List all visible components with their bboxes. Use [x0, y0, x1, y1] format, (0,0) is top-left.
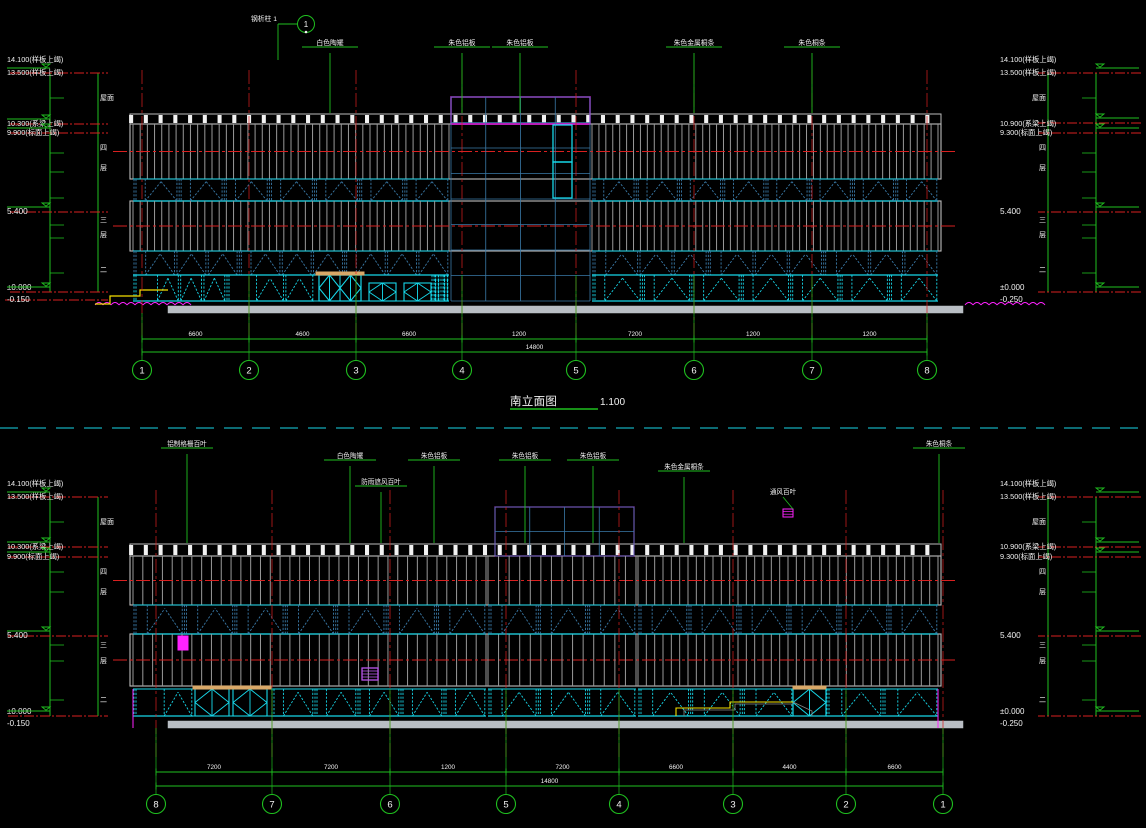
svg-text:三: 三	[1039, 216, 1046, 224]
svg-text:13.500(样板上竭): 13.500(样板上竭)	[7, 68, 63, 77]
svg-text:13.500(样板上竭): 13.500(样板上竭)	[1000, 68, 1056, 77]
svg-text:14.100(样板上竭): 14.100(样板上竭)	[7, 479, 63, 488]
svg-text:4600: 4600	[295, 331, 310, 338]
svg-text:三: 三	[1039, 641, 1046, 649]
svg-text:层: 层	[1039, 164, 1046, 172]
svg-text:5.400: 5.400	[1000, 206, 1021, 216]
svg-text:10.900(系梁上竭): 10.900(系梁上竭)	[1000, 542, 1056, 551]
svg-text:朱色铝板: 朱色铝板	[512, 451, 539, 460]
svg-text:5.400: 5.400	[1000, 630, 1021, 640]
svg-text:5: 5	[573, 365, 578, 376]
svg-text:9.900(标面上竭): 9.900(标面上竭)	[7, 128, 59, 137]
svg-text:二: 二	[1039, 267, 1046, 274]
svg-text:13.500(样板上竭): 13.500(样板上竭)	[1000, 492, 1056, 501]
svg-text:7200: 7200	[324, 764, 339, 771]
svg-text:14.100(样板上竭): 14.100(样板上竭)	[7, 55, 63, 64]
svg-text:10.300(系梁上竭): 10.300(系梁上竭)	[7, 119, 63, 128]
svg-text:8: 8	[153, 799, 158, 810]
svg-text:屋面: 屋面	[100, 518, 114, 526]
svg-text:7: 7	[269, 799, 274, 810]
svg-text:6: 6	[691, 365, 696, 376]
svg-text:6600: 6600	[887, 764, 902, 771]
svg-text:-0.150: -0.150	[7, 719, 30, 728]
svg-text:白色陶矲: 白色陶矲	[316, 38, 343, 47]
svg-text:层: 层	[100, 231, 107, 239]
svg-text:9.300(标面上竭): 9.300(标面上竭)	[1000, 128, 1052, 137]
svg-text:通风百叶: 通风百叶	[770, 487, 797, 496]
svg-text:防雨遮风百叶: 防雨遮风百叶	[361, 477, 401, 486]
svg-text:南立面图: 南立面图	[510, 394, 557, 408]
svg-text:14800: 14800	[526, 344, 544, 351]
svg-text:三: 三	[100, 641, 107, 649]
svg-text:-0.250: -0.250	[1000, 719, 1023, 728]
svg-text:6600: 6600	[669, 764, 684, 771]
svg-text:层: 层	[100, 588, 107, 596]
svg-text:2: 2	[843, 799, 848, 810]
svg-text:9.900(标面上竭): 9.900(标面上竭)	[7, 552, 59, 561]
svg-text:二: 二	[1039, 697, 1046, 704]
svg-text:朱色铝板: 朱色铝板	[506, 38, 533, 47]
svg-text:14.100(样板上竭): 14.100(样板上竭)	[1000, 55, 1056, 64]
svg-text:1200: 1200	[441, 764, 456, 771]
svg-text:7200: 7200	[207, 764, 222, 771]
svg-text:±0.000: ±0.000	[1000, 283, 1025, 292]
svg-text:四: 四	[1039, 568, 1046, 576]
svg-text:四: 四	[100, 144, 107, 152]
svg-text:层: 层	[100, 164, 107, 172]
svg-text:1: 1	[139, 365, 144, 376]
svg-text:二: 二	[100, 697, 107, 704]
svg-text:7: 7	[809, 365, 814, 376]
svg-text:屋面: 屋面	[1032, 518, 1046, 526]
svg-text:1200: 1200	[512, 331, 527, 338]
svg-text:朱色金属桐条: 朱色金属桐条	[664, 462, 704, 471]
svg-text:二: 二	[100, 267, 107, 274]
svg-text:朱色铝板: 朱色铝板	[448, 38, 475, 47]
svg-text:屋面: 屋面	[1032, 94, 1046, 102]
svg-text:-0.150: -0.150	[7, 295, 30, 304]
svg-text:朱色铝板: 朱色铝板	[580, 451, 607, 460]
svg-text:9.300(标面上竭): 9.300(标面上竭)	[1000, 552, 1052, 561]
svg-text:6600: 6600	[402, 331, 417, 338]
svg-text:层: 层	[1039, 657, 1046, 665]
svg-text:4: 4	[616, 799, 621, 810]
svg-text:层: 层	[1039, 588, 1046, 596]
svg-text:6600: 6600	[188, 331, 203, 338]
svg-text:1.100: 1.100	[600, 397, 625, 408]
svg-text:5: 5	[503, 799, 508, 810]
svg-text:四: 四	[100, 568, 107, 576]
svg-text:白色陶矲: 白色陶矲	[337, 451, 364, 460]
svg-text:1: 1	[940, 799, 945, 810]
svg-text:±0.000: ±0.000	[1000, 707, 1025, 716]
svg-text:四: 四	[1039, 144, 1046, 152]
svg-text:2: 2	[246, 365, 251, 376]
svg-text:钢析柱 1: 钢析柱 1	[251, 14, 277, 23]
svg-text:4400: 4400	[782, 764, 797, 771]
svg-text:14800: 14800	[541, 778, 559, 785]
svg-text:朱色金属桐条: 朱色金属桐条	[674, 38, 715, 47]
svg-text:-0.250: -0.250	[1000, 295, 1023, 304]
svg-text:层: 层	[1039, 231, 1046, 239]
svg-text:层: 层	[100, 657, 107, 665]
svg-text:10.900(系梁上竭): 10.900(系梁上竭)	[1000, 119, 1056, 128]
svg-text:朱色铝板: 朱色铝板	[421, 451, 448, 460]
svg-text:1200: 1200	[862, 331, 877, 338]
svg-text:3: 3	[730, 799, 735, 810]
svg-text:朱色桐条: 朱色桐条	[798, 38, 825, 47]
svg-text:朱色桐条: 朱色桐条	[926, 439, 953, 448]
svg-text:7200: 7200	[555, 764, 570, 771]
svg-text:6: 6	[387, 799, 392, 810]
svg-text:14.100(样板上竭): 14.100(样板上竭)	[1000, 479, 1056, 488]
svg-text:4: 4	[459, 365, 464, 376]
svg-text:3: 3	[353, 365, 358, 376]
svg-text:屋面: 屋面	[100, 94, 114, 102]
svg-text:7200: 7200	[628, 331, 643, 338]
svg-text:1: 1	[304, 20, 309, 29]
svg-text:铝制格栅百叶: 铝制格栅百叶	[167, 439, 207, 448]
svg-text:1200: 1200	[746, 331, 761, 338]
svg-text:10.300(系梁上竭): 10.300(系梁上竭)	[7, 542, 63, 551]
svg-text:三: 三	[100, 216, 107, 224]
svg-text:8: 8	[924, 365, 929, 376]
svg-text:13.500(样板上竭): 13.500(样板上竭)	[7, 492, 63, 501]
